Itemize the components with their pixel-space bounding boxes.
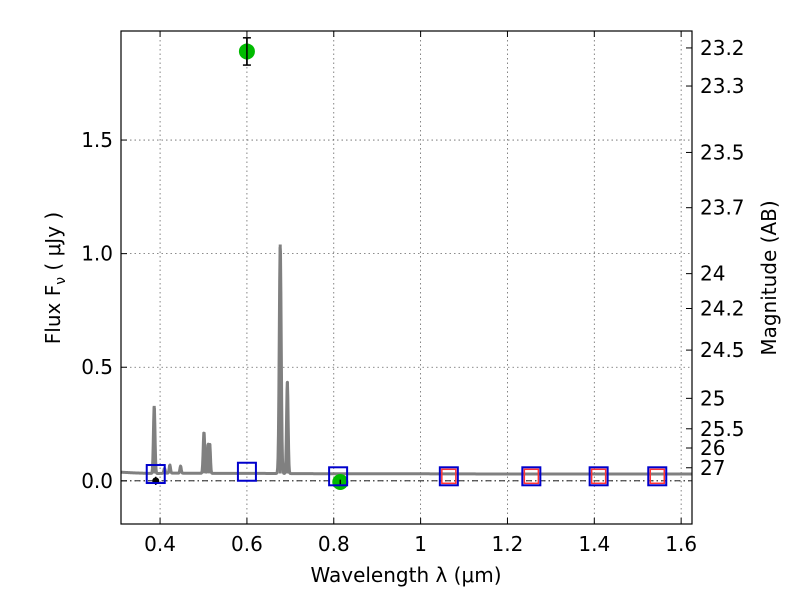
mag-tick-label: 23.2	[700, 36, 745, 60]
grid	[121, 31, 692, 524]
x-axis: 0.4 0.6 0.8 1 1.2 1.4 1.6	[144, 31, 697, 556]
plot-frame	[120, 30, 693, 525]
red-data-point	[649, 468, 666, 485]
model-spectrum-line	[119, 246, 694, 476]
model-photometry-point	[236, 461, 257, 482]
y-axis-left: 0.0 0.5 1.0 1.5	[81, 128, 127, 493]
red-data-point	[590, 468, 607, 485]
x-tick-label: 1.4	[578, 532, 610, 556]
y-axis-label: Flux Fν ( μJy )	[41, 212, 69, 344]
x-tick-label: 0.8	[318, 532, 350, 556]
model-photometry-point	[145, 464, 166, 485]
y-tick-label: 1.0	[81, 242, 113, 266]
mag-tick-label: 25.5	[700, 417, 745, 441]
model-photometry-point	[647, 466, 668, 487]
x-axis-label: Wavelength λ (μm)	[310, 563, 501, 587]
y-axis-label-units: ( μJy )	[41, 212, 65, 277]
y-axis-label-main: Flux F	[41, 285, 65, 344]
mag-tick-label: 24.5	[700, 338, 745, 362]
x-tick-label: 0.4	[144, 532, 176, 556]
model-photometry-point	[328, 466, 349, 487]
y-axis-label-subscript: ν	[53, 277, 69, 285]
model-photometry-point	[588, 466, 609, 487]
mag-tick-label: 25	[700, 386, 725, 410]
photometry-layer	[145, 37, 668, 490]
red-data-point	[441, 468, 457, 485]
mag-tick-label: 24.2	[700, 296, 745, 320]
y-tick-label: 0.5	[81, 355, 113, 379]
mag-tick-label: 26	[700, 436, 725, 460]
mag-tick-label: 23.7	[700, 196, 745, 220]
x-tick-label: 1.6	[665, 532, 697, 556]
model-photometry-point	[438, 466, 459, 487]
x-tick-label: 0.6	[231, 532, 263, 556]
mag-tick-label: 23.3	[700, 74, 745, 98]
mag-tick-label: 27	[700, 456, 725, 480]
y-tick-label: 0.0	[81, 469, 113, 493]
red-data-point	[523, 468, 540, 485]
mag-tick-label: 24	[700, 262, 725, 286]
mag-tick-label: 23.5	[700, 140, 745, 164]
x-tick-label: 1.2	[492, 532, 524, 556]
y-axis-right-label: Magnitude (AB)	[757, 200, 781, 355]
x-tick-label: 1	[414, 532, 427, 556]
model-spectrum-layer	[119, 244, 694, 476]
model-photometry-point	[521, 466, 542, 487]
y-tick-label: 1.5	[81, 128, 113, 152]
